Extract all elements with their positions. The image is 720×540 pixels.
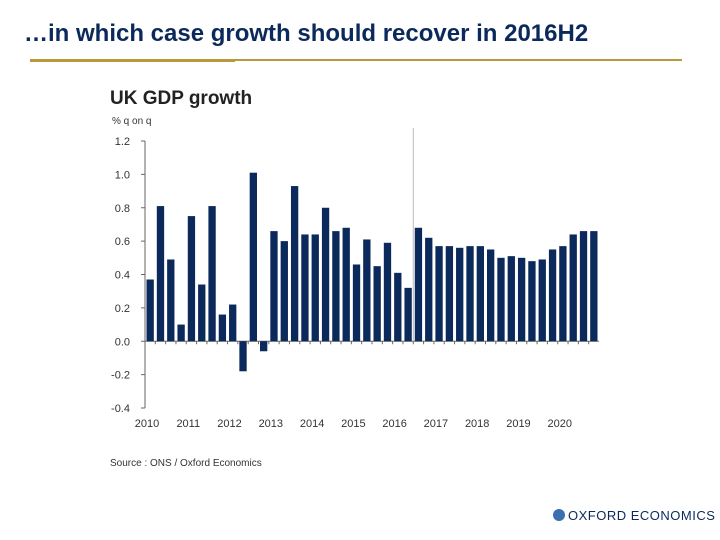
oxford-economics-logo: OXFORD ECONOMICS — [553, 508, 715, 523]
bar — [270, 231, 278, 342]
bar — [373, 266, 381, 342]
y-tick-label: 1.0 — [115, 169, 130, 181]
chart-title: UK GDP growth — [110, 88, 253, 109]
bar — [229, 304, 237, 342]
bar — [321, 207, 330, 342]
bar — [569, 234, 577, 342]
bar — [290, 186, 299, 342]
logo-text: OXFORD ECONOMICS — [568, 508, 716, 523]
bar — [435, 246, 443, 342]
x-tick-label: 2013 — [259, 418, 283, 430]
bar — [239, 341, 247, 372]
bar — [548, 249, 557, 342]
bar — [538, 259, 546, 342]
bar — [579, 231, 588, 342]
bar — [404, 287, 412, 342]
bar — [198, 284, 206, 342]
bar — [507, 256, 515, 342]
title-divider — [30, 59, 682, 61]
bar — [156, 206, 165, 342]
bar — [559, 246, 567, 342]
bar — [342, 227, 350, 342]
bar — [352, 264, 361, 342]
bar — [383, 242, 392, 342]
y-tick-label: -0.4 — [111, 403, 130, 415]
y-tick-label: 0.4 — [115, 270, 130, 282]
x-tick-label: 2019 — [506, 418, 530, 430]
x-tick-label: 2017 — [424, 418, 448, 430]
x-tick-label: 2018 — [465, 418, 489, 430]
bar — [445, 246, 454, 342]
bar — [425, 237, 433, 342]
x-tick-label: 2016 — [382, 418, 406, 430]
y-tick-label: 0.2 — [115, 303, 130, 315]
bar — [517, 257, 526, 342]
y-tick-label: 1.2 — [115, 136, 130, 148]
title-divider-accent — [30, 59, 235, 62]
bar — [187, 216, 196, 342]
bar — [497, 257, 505, 342]
bar — [487, 249, 495, 342]
slide-title: …in which case growth should recover in … — [24, 20, 589, 47]
globe-icon — [553, 509, 565, 521]
x-tick-label: 2010 — [135, 418, 159, 430]
y-tick-label: 0.6 — [115, 236, 130, 248]
bar — [311, 234, 319, 342]
bar — [260, 341, 268, 352]
y-tick-label: 0.8 — [115, 203, 130, 215]
bar — [363, 239, 371, 342]
bar — [414, 227, 423, 342]
x-tick-label: 2020 — [547, 418, 571, 430]
bar — [249, 172, 257, 342]
bar — [177, 324, 185, 342]
bar — [332, 231, 340, 342]
y-tick-label: 0.0 — [115, 336, 130, 348]
x-tick-label: 2011 — [176, 418, 200, 430]
y-tick-label: -0.2 — [111, 370, 130, 382]
bar — [476, 246, 484, 342]
x-tick-label: 2015 — [341, 418, 365, 430]
bar — [301, 234, 309, 342]
bar — [590, 231, 598, 342]
bar — [456, 247, 464, 342]
bar — [528, 261, 536, 342]
bar — [218, 314, 227, 342]
bar — [146, 279, 154, 342]
bar — [394, 272, 402, 342]
source-note: Source : ONS / Oxford Economics — [110, 458, 262, 469]
bar — [280, 241, 288, 342]
bar — [208, 206, 216, 342]
bar — [466, 246, 474, 342]
x-tick-label: 2014 — [300, 418, 324, 430]
bar — [167, 259, 175, 342]
x-tick-label: 2012 — [217, 418, 241, 430]
y-axis-label: % q on q — [112, 116, 152, 127]
